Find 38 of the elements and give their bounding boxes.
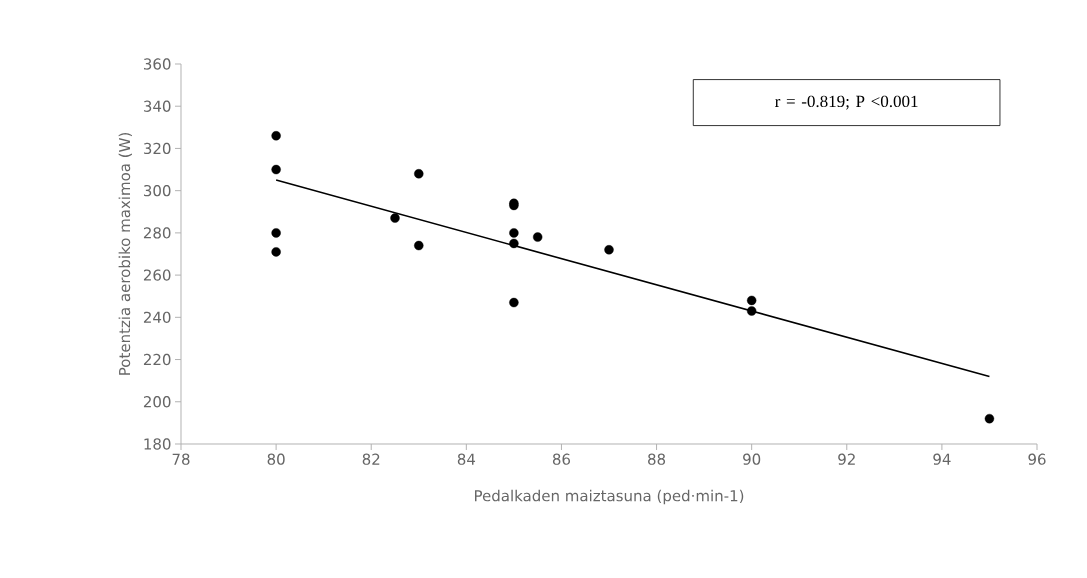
x-tick-label: 86: [552, 453, 571, 465]
point: [414, 169, 424, 179]
y-tick-label: 280: [143, 227, 171, 239]
y-axis-title: Potentzia aerobiko maximoa (W): [118, 132, 132, 375]
y-tick-label: 200: [143, 396, 171, 408]
point: [271, 164, 281, 175]
y-tick-label: 320: [143, 142, 171, 155]
point: [509, 238, 519, 249]
point: [984, 413, 995, 424]
x-tick-label: 90: [743, 453, 761, 465]
point: [414, 240, 424, 251]
point: [532, 232, 543, 242]
y-tick-label: 340: [143, 100, 171, 112]
x-tick-label: 80: [267, 453, 285, 465]
x-tick-label: 82: [362, 453, 380, 465]
x-tick-label: 96: [1028, 453, 1046, 465]
point: [271, 131, 281, 141]
y-tick-label: 240: [143, 311, 171, 323]
point: [271, 228, 281, 238]
y-tick-label: 220: [143, 353, 171, 366]
x-tick-label: 94: [933, 453, 951, 465]
y-tick-label: 360: [143, 58, 171, 70]
point: [746, 306, 757, 316]
x-axis-title: Pedalkaden maiztasuna (ped·min-1): [475, 489, 744, 505]
x-tick-label: 92: [838, 453, 855, 465]
y-tick-label: 300: [143, 184, 171, 197]
point: [746, 295, 757, 306]
y-tick-label: 260: [143, 269, 171, 281]
annotation: r = -0.819; P <0.001: [775, 95, 918, 110]
point: [509, 297, 519, 308]
point: [271, 247, 281, 257]
point: [390, 213, 400, 223]
point: [604, 245, 614, 255]
x-tick-label: 84: [457, 453, 476, 465]
point: [509, 228, 519, 238]
y-tick-label: 180: [144, 438, 171, 450]
x-tick-label: 78: [172, 453, 190, 465]
x-tick-label: 88: [648, 453, 666, 465]
